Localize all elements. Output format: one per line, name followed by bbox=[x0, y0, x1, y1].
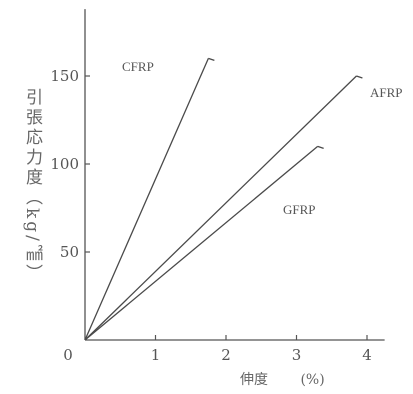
x-tick-label-3: 3 bbox=[292, 346, 302, 364]
series-label-cfrp: CFRP bbox=[122, 59, 154, 74]
x-axis-label: 伸度 (%) bbox=[240, 372, 325, 388]
series-label-gfrp: GFRP bbox=[283, 202, 316, 217]
series-label-afrp: AFRP bbox=[370, 85, 403, 100]
x-tick-label-0: 0 bbox=[63, 346, 73, 364]
x-tick-label-1: 1 bbox=[151, 346, 161, 364]
series-end-cap-afrp bbox=[356, 75, 363, 79]
x-tick-label-4: 4 bbox=[362, 346, 372, 364]
series-line-afrp bbox=[84, 75, 357, 341]
series-line-gfrp bbox=[84, 145, 319, 341]
y-axis-label: 引張応力度（kg/㎟） bbox=[22, 88, 42, 284]
y-tick-label-50: 50 bbox=[60, 243, 79, 261]
series-line-cfrp bbox=[84, 58, 209, 341]
series-end-cap-cfrp bbox=[208, 57, 215, 62]
x-tick-label-2: 2 bbox=[221, 346, 231, 364]
series-end-cap-gfrp bbox=[317, 145, 324, 150]
y-tick-label-150: 150 bbox=[50, 67, 79, 85]
y-tick-label-100: 100 bbox=[50, 155, 79, 173]
